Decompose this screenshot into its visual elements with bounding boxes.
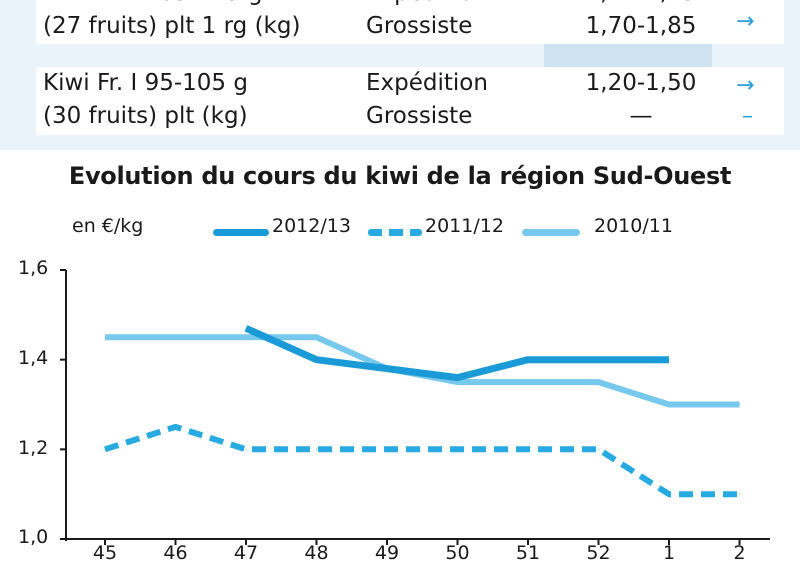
product-cell: Kiwi Fr. I 105-115 g (27 fruits) plt 1 r…	[43, 0, 313, 41]
series-line-2011-12	[104, 423, 740, 498]
legend-label-2012-13: 2012/13	[272, 215, 351, 237]
data-point-2011-12	[598, 448, 599, 450]
product-line: (27 fruits) plt 1 rg (kg)	[43, 13, 301, 39]
stage-cell: Expédition Grossiste	[366, 0, 546, 41]
data-point-2010-11	[245, 336, 247, 338]
data-point-2012-13	[527, 359, 529, 361]
price-cell: 1,71-1,75 1,70-1,85	[566, 0, 716, 41]
data-point-2012-13	[598, 359, 599, 361]
y-tick-label: 1,0	[18, 526, 49, 548]
legend-label-2010-11: 2010/11	[594, 215, 673, 237]
data-point-2011-12	[457, 448, 458, 450]
data-point-2010-11	[316, 336, 317, 338]
chart-axes	[60, 269, 770, 545]
price-line: 1,71-1,75	[566, 0, 716, 10]
chart-series	[104, 325, 740, 498]
data-point-2011-12	[104, 448, 106, 450]
stage-line: Grossiste	[366, 13, 473, 39]
stage-line: Expédition	[366, 70, 488, 96]
product-line: (30 fruits) plt (kg)	[43, 103, 248, 129]
data-point-2012-13	[668, 359, 670, 361]
price-line: 1,20-1,50	[585, 70, 697, 96]
data-point-2010-11	[104, 336, 106, 338]
legend-swatch-2012-13	[213, 229, 269, 236]
product-cell: Kiwi Fr. I 95-105 g (30 fruits) plt (kg)	[43, 67, 313, 135]
table-row: Kiwi Fr. I 95-105 g (30 fruits) plt (kg)…	[36, 67, 784, 135]
data-point-2011-12	[386, 448, 388, 450]
data-point-2011-12	[527, 448, 529, 450]
trend-dash-icon: –	[742, 104, 753, 129]
data-point-2010-11	[527, 381, 529, 383]
trend-arrow-icon: →	[736, 73, 755, 98]
data-point-2012-13	[386, 368, 388, 370]
price-line: —	[629, 103, 653, 129]
chart-title: Evolution du cours du kiwi de la région …	[68, 162, 732, 190]
y-tick-label: 1,4	[18, 347, 49, 369]
product-line: Kiwi Fr. I 95-105 g	[43, 70, 248, 96]
trend-arrow-icon: →	[736, 9, 755, 34]
stage-cell: Expédition Grossiste	[366, 67, 546, 135]
stage-line: Grossiste	[366, 103, 473, 129]
data-point-2011-12	[668, 493, 670, 495]
data-point-2010-11	[175, 336, 176, 338]
data-point-2012-13	[316, 359, 317, 361]
data-point-2011-12	[316, 448, 317, 450]
price-table: Kiwi Fr. I 105-115 g (27 fruits) plt 1 r…	[0, 0, 800, 150]
data-point-2010-11	[668, 404, 670, 405]
table-row: Kiwi Fr. I 105-115 g (27 fruits) plt 1 r…	[36, 0, 784, 44]
price-cell: 1,20-1,50 —	[566, 67, 716, 135]
line-chart	[60, 269, 770, 545]
data-point-2012-13	[245, 327, 247, 329]
y-tick-label: 1,6	[18, 257, 49, 279]
data-point-2010-11	[598, 381, 599, 383]
data-point-2010-11	[457, 381, 458, 383]
legend-swatch-2010-11	[522, 229, 580, 236]
legend-label-2011-12: 2011/12	[425, 215, 504, 237]
data-point-2011-12	[739, 493, 740, 495]
y-tick-label: 1,2	[18, 437, 49, 459]
legend-swatch-2011-12	[368, 229, 422, 236]
price-line: 1,70-1,85	[585, 13, 697, 39]
data-point-2012-13	[457, 377, 458, 379]
y-axis-label: en €/kg	[72, 215, 144, 237]
data-point-2011-12	[245, 448, 247, 450]
stage-line: Expédition	[366, 0, 546, 10]
product-line: Kiwi Fr. I 105-115 g	[43, 0, 313, 10]
data-point-2011-12	[175, 426, 176, 428]
data-point-2010-11	[739, 404, 740, 405]
